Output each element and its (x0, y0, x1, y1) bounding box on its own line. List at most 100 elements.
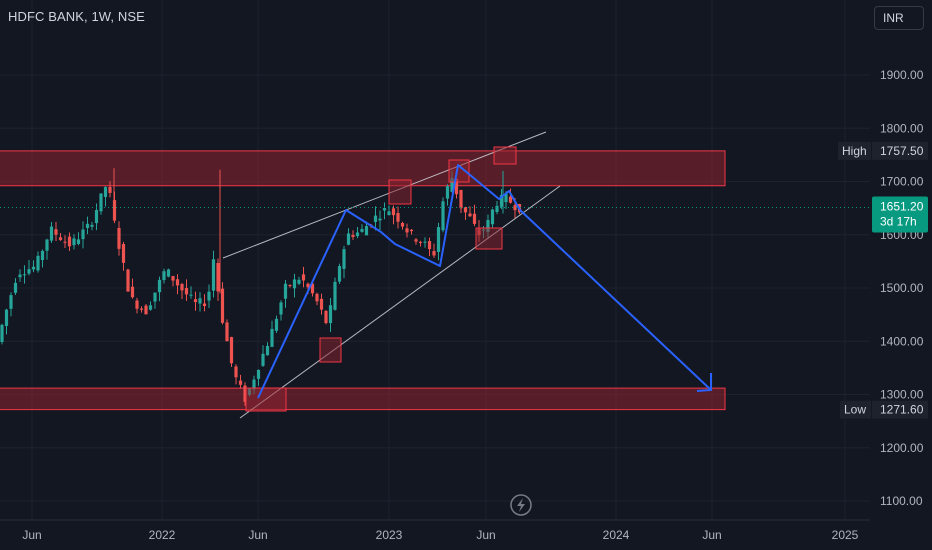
candle (427, 237, 432, 257)
candle (351, 230, 355, 240)
candle-body (135, 300, 139, 309)
candle (256, 369, 261, 386)
x-tick-label: 2024 (603, 528, 630, 542)
candle-body (126, 269, 130, 292)
x-tick-label: 2023 (376, 528, 403, 542)
x-tick-label: Jun (22, 528, 41, 542)
candle (58, 232, 63, 241)
candle (189, 286, 193, 299)
candle (31, 260, 36, 273)
candle-body (279, 302, 283, 315)
candle-body (306, 283, 310, 288)
candle (166, 268, 171, 278)
candle (346, 228, 351, 246)
last-price-tag (872, 196, 928, 233)
candle (76, 232, 81, 246)
candle (40, 249, 45, 268)
candle (414, 237, 418, 245)
candle (216, 258, 220, 301)
candle (391, 205, 396, 225)
candle-body (31, 266, 36, 270)
candle-body (81, 229, 85, 240)
candle (180, 282, 184, 299)
candle (162, 268, 166, 284)
candle-body (40, 250, 45, 261)
candle-body (373, 215, 378, 222)
candle (45, 238, 49, 260)
candle-body (157, 279, 162, 293)
candle (27, 259, 31, 276)
currency-button[interactable]: INR (874, 6, 924, 30)
projection-arrowhead (696, 373, 712, 392)
candle-body (72, 238, 76, 246)
price-axis[interactable]: 1900.001800.001700.001600.001500.001400.… (838, 68, 928, 508)
candle (13, 278, 18, 296)
candle-body (405, 228, 409, 233)
candle (139, 306, 144, 313)
candle-body (261, 353, 265, 366)
candle-body (27, 269, 31, 274)
candle (193, 291, 198, 311)
candle-body (99, 193, 103, 212)
candle-body (265, 345, 270, 356)
candle-body (225, 322, 229, 342)
price-zones (0, 150, 726, 411)
candle-body (193, 299, 198, 303)
candle-body (171, 276, 175, 281)
candle-body (220, 288, 225, 323)
candle-body (58, 237, 63, 241)
candle-body (234, 366, 238, 378)
candle (238, 374, 243, 389)
candle (378, 210, 382, 230)
candle-body (297, 279, 301, 284)
candle (409, 228, 414, 235)
candle-body (153, 292, 157, 302)
lightning-icon-bolt (517, 498, 525, 512)
grid-lines (0, 0, 870, 520)
candle-body (166, 269, 171, 277)
candle-body (441, 201, 445, 231)
candle (148, 301, 153, 311)
candle (360, 224, 364, 233)
high-label: High (842, 144, 867, 158)
candle-body (216, 263, 220, 292)
candle (135, 297, 139, 314)
x-tick-label: Jun (476, 528, 495, 542)
candle (103, 186, 108, 207)
support-zone (0, 387, 726, 411)
candle-body (310, 283, 315, 294)
candle (508, 188, 513, 204)
candle-body (504, 193, 508, 203)
candle (67, 232, 72, 252)
lower-trend-line (239, 185, 561, 419)
candle-body (333, 281, 337, 310)
candle-body (148, 305, 153, 310)
candle-body (499, 195, 504, 207)
candle (18, 269, 22, 282)
candle (22, 265, 27, 284)
candle-body (108, 186, 112, 193)
low-label: Low (844, 403, 866, 417)
candle-body (423, 241, 427, 243)
x-tick-label: 2025 (832, 528, 859, 542)
candle (4, 308, 9, 335)
candle (229, 336, 234, 368)
last-price-value: 1651.20 (880, 199, 924, 213)
candle-body (162, 271, 166, 281)
candle-body (238, 380, 243, 385)
low-value-box (872, 400, 928, 419)
candle (202, 294, 207, 312)
candle (99, 193, 103, 215)
candle-body (270, 328, 274, 347)
candle-body (450, 178, 454, 192)
candle-body (360, 229, 364, 232)
candle-body (36, 255, 40, 271)
candle-body (144, 305, 148, 315)
low-label-box (840, 400, 871, 419)
time-axis[interactable]: Jun 2022 Jun 2023 Jun 2024 Jun 2025 (0, 519, 870, 542)
candle (405, 223, 409, 238)
candle (265, 342, 270, 356)
low-value: 1271.60 (880, 403, 924, 417)
candle (468, 206, 472, 218)
